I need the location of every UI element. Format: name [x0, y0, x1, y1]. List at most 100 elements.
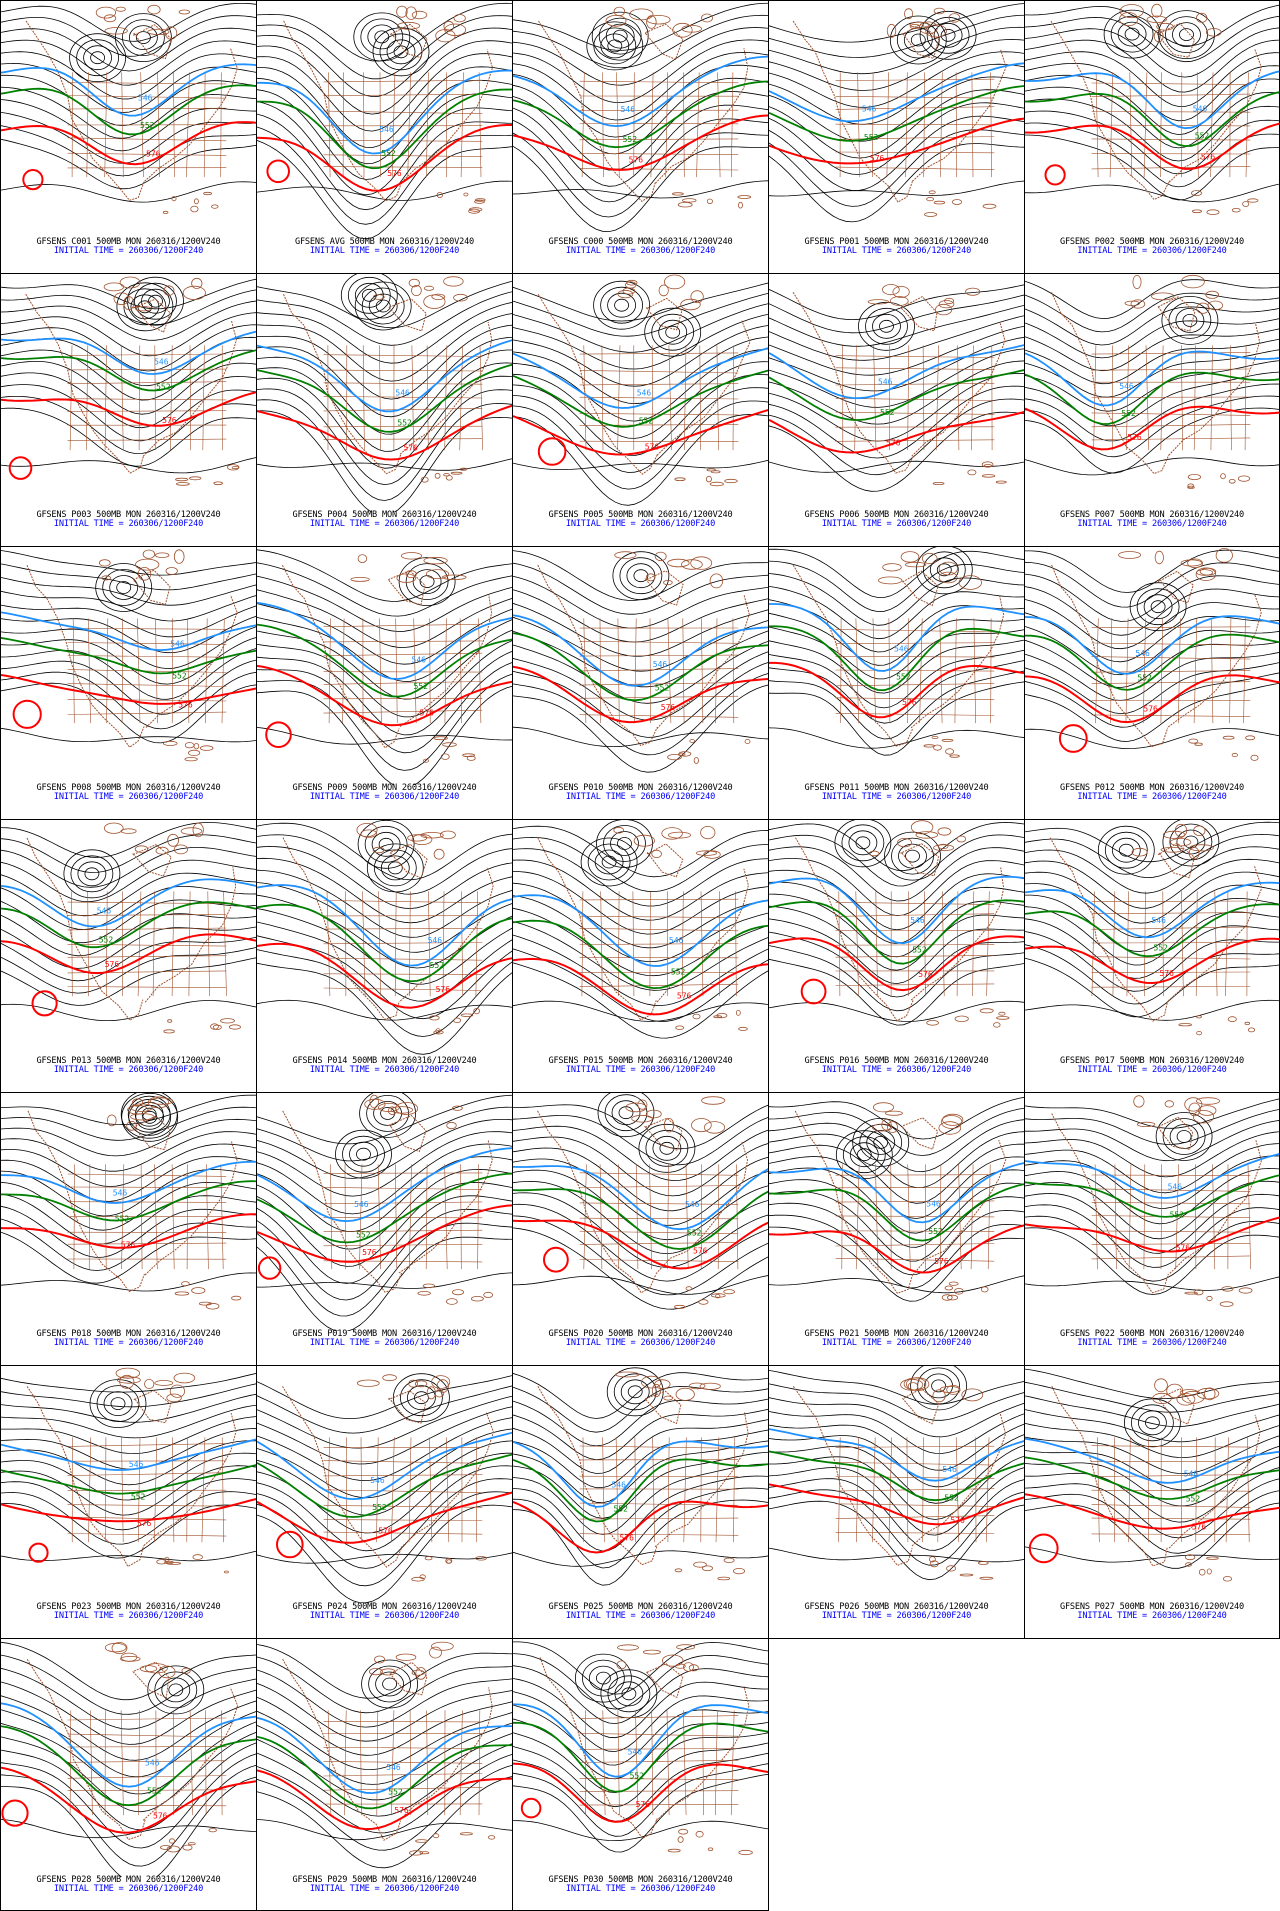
- panel-title: GFSENS C001 500MB MON 260316/1200V240: [36, 237, 221, 247]
- panel-title: GFSENS P010 500MB MON 260316/1200V240: [548, 783, 733, 793]
- height-contour-map: 546 552 576: [1025, 548, 1279, 761]
- map-panel-p005: 546 552 576 GFSENS P005 500MB MON 260316/12…: [512, 273, 769, 547]
- contour-576: [257, 664, 512, 727]
- contour-576: [257, 404, 512, 461]
- height-contour-map: 546 552 576: [257, 274, 512, 512]
- panel-title: GFSENS P016 500MB MON 260316/1200V240: [804, 1056, 989, 1066]
- contour-label-546: 546: [395, 389, 410, 398]
- height-contour-map: 546 552 576: [769, 820, 1024, 1028]
- contour-552: [257, 363, 512, 433]
- contour-576: [1, 121, 256, 166]
- contour-label-546: 546: [138, 94, 153, 103]
- contour-label-576: 576: [436, 985, 451, 994]
- contour-label-552: 552: [372, 1503, 387, 1512]
- contour-552: [769, 625, 1024, 692]
- contour-label-576: 576: [362, 1248, 377, 1257]
- map-panel-p028: 546 552 576 GFSENS P028 500MB MON 260316/12…: [0, 1638, 257, 1911]
- map-panel-p027: 546 552 576 GFSENS P027 500MB MON 260316/12…: [1024, 1365, 1280, 1639]
- contour-546: [1025, 615, 1279, 675]
- contour-label-576: 576: [1143, 705, 1158, 714]
- height-contour-map: 546 552 576: [513, 550, 768, 773]
- contour-label-552: 552: [928, 1227, 943, 1236]
- contour-552: [1025, 633, 1279, 691]
- map-panel-p021: 546 552 576 GFSENS P021 500MB MON 260316/12…: [768, 1092, 1025, 1366]
- contour-576: [1025, 937, 1279, 985]
- contour-label-576: 576: [886, 438, 901, 447]
- contour-label-546: 546: [1119, 382, 1134, 391]
- contour-label-576: 576: [645, 442, 660, 451]
- map-panel-p016: 546 552 576 GFSENS P016 500MB MON 260316/12…: [768, 819, 1025, 1093]
- map-panel-p023: 546 552 576 GFSENS P023 500MB MON 260316/12…: [0, 1365, 257, 1639]
- contour-546: [513, 1703, 768, 1778]
- contour-label-552: 552: [1195, 131, 1210, 140]
- panel-initial-time: INITIAL TIME = 260306/1200F240: [565, 1884, 716, 1894]
- height-contour-map: 546 552 576: [769, 1366, 1024, 1581]
- panel-title: GFSENS P020 500MB MON 260316/1200V240: [548, 1329, 733, 1339]
- contour-label-552: 552: [614, 1504, 629, 1513]
- panel-initial-time: INITIAL TIME = 260306/1200F240: [53, 792, 204, 802]
- contour-576: [1025, 405, 1279, 451]
- map-panel-p013: 546 552 576 GFSENS P013 500MB MON 260316/12…: [0, 819, 257, 1093]
- panel-initial-time: INITIAL TIME = 260306/1200F240: [53, 519, 204, 529]
- contour-576: [769, 935, 1024, 992]
- height-contour-map: 546 552 576: [1, 549, 256, 762]
- panel-title: GFSENS P029 500MB MON 260316/1200V240: [292, 1875, 477, 1885]
- contour-546: [513, 614, 768, 687]
- panel-title: GFSENS C000 500MB MON 260316/1200V240: [548, 237, 733, 247]
- contour-label-546: 546: [621, 105, 636, 114]
- map-panel-p014: 546 552 576 GFSENS P014 500MB MON 260316/12…: [256, 819, 513, 1093]
- contour-label-552: 552: [912, 945, 927, 954]
- height-contour-map: 546 552 576: [1, 3, 256, 214]
- panel-title: GFSENS P005 500MB MON 260316/1200V240: [548, 510, 733, 520]
- contour-label-576: 576: [870, 154, 885, 163]
- map-panel-p024: 546 552 576 GFSENS P024 500MB MON 260316/12…: [256, 1365, 513, 1639]
- map-panel-p007: 546 552 576 GFSENS P007 500MB MON 260316/12…: [1024, 273, 1280, 547]
- map-panel-c000: 546 552 576 GFSENS C000 500MB MON 260316/12…: [512, 0, 769, 274]
- contour-label-546: 546: [113, 1189, 128, 1198]
- panel-initial-time: INITIAL TIME = 260306/1200F240: [1077, 1611, 1227, 1621]
- contour-546: [1025, 881, 1279, 939]
- contour-546: [513, 1440, 768, 1508]
- contour-label-552: 552: [131, 1492, 146, 1501]
- height-contour-map: 546 552 576: [1, 1641, 256, 1877]
- panel-title: GFSENS P006 500MB MON 260316/1200V240: [804, 510, 989, 520]
- panel-initial-time: INITIAL TIME = 260306/1200F240: [565, 519, 716, 529]
- contour-576: [513, 957, 768, 1016]
- contour-label-552: 552: [944, 1494, 959, 1503]
- contour-552: [769, 1183, 1024, 1242]
- map-panel-p030: 546 552 576 GFSENS P030 500MB MON 260316/12…: [512, 1638, 769, 1911]
- panel-initial-time: INITIAL TIME = 260306/1200F240: [1077, 1065, 1227, 1075]
- contour-label-576: 576: [153, 1811, 168, 1820]
- map-panel-p003: 546 552 576 GFSENS P003 500MB MON 260316/12…: [0, 273, 257, 547]
- contour-label-552: 552: [172, 671, 187, 680]
- contour-546: [769, 1162, 1024, 1224]
- panel-initial-time: INITIAL TIME = 260306/1200F240: [821, 1065, 972, 1075]
- contour-552: [1, 637, 256, 675]
- contour-546: [513, 55, 768, 128]
- map-panel-p010: 546 552 576 GFSENS P010 500MB MON 260316/12…: [512, 546, 769, 820]
- panel-initial-time: INITIAL TIME = 260306/1200F240: [309, 519, 460, 529]
- contour-label-576: 576: [629, 156, 644, 165]
- contour-552: [769, 85, 1024, 142]
- contour-546: [1, 330, 256, 375]
- contour-546: [257, 1147, 512, 1223]
- contour-label-576: 576: [693, 1246, 708, 1255]
- contour-576: [1, 1213, 256, 1249]
- contour-552: [257, 903, 512, 983]
- contour-576: [769, 117, 1024, 165]
- panel-initial-time: INITIAL TIME = 260306/1200F240: [821, 792, 972, 802]
- contour-546: [1, 1160, 256, 1204]
- height-contour-map: 546 552 576: [513, 1367, 768, 1586]
- contour-label-576: 576: [178, 701, 193, 710]
- height-contour-map: 546 552 576: [769, 1096, 1024, 1302]
- contour-label-576: 576: [137, 1519, 152, 1528]
- contour-label-576: 576: [918, 970, 933, 979]
- panel-initial-time: INITIAL TIME = 260306/1200F240: [309, 1611, 460, 1621]
- contour-label-546: 546: [653, 660, 668, 669]
- contour-576: [257, 124, 512, 192]
- contour-label-552: 552: [671, 967, 686, 976]
- contour-label-552: 552: [1186, 1495, 1201, 1504]
- height-contour-map: 546 552 576: [769, 284, 1024, 492]
- panel-initial-time: INITIAL TIME = 260306/1200F240: [821, 1338, 972, 1348]
- contour-label-546: 546: [97, 906, 112, 915]
